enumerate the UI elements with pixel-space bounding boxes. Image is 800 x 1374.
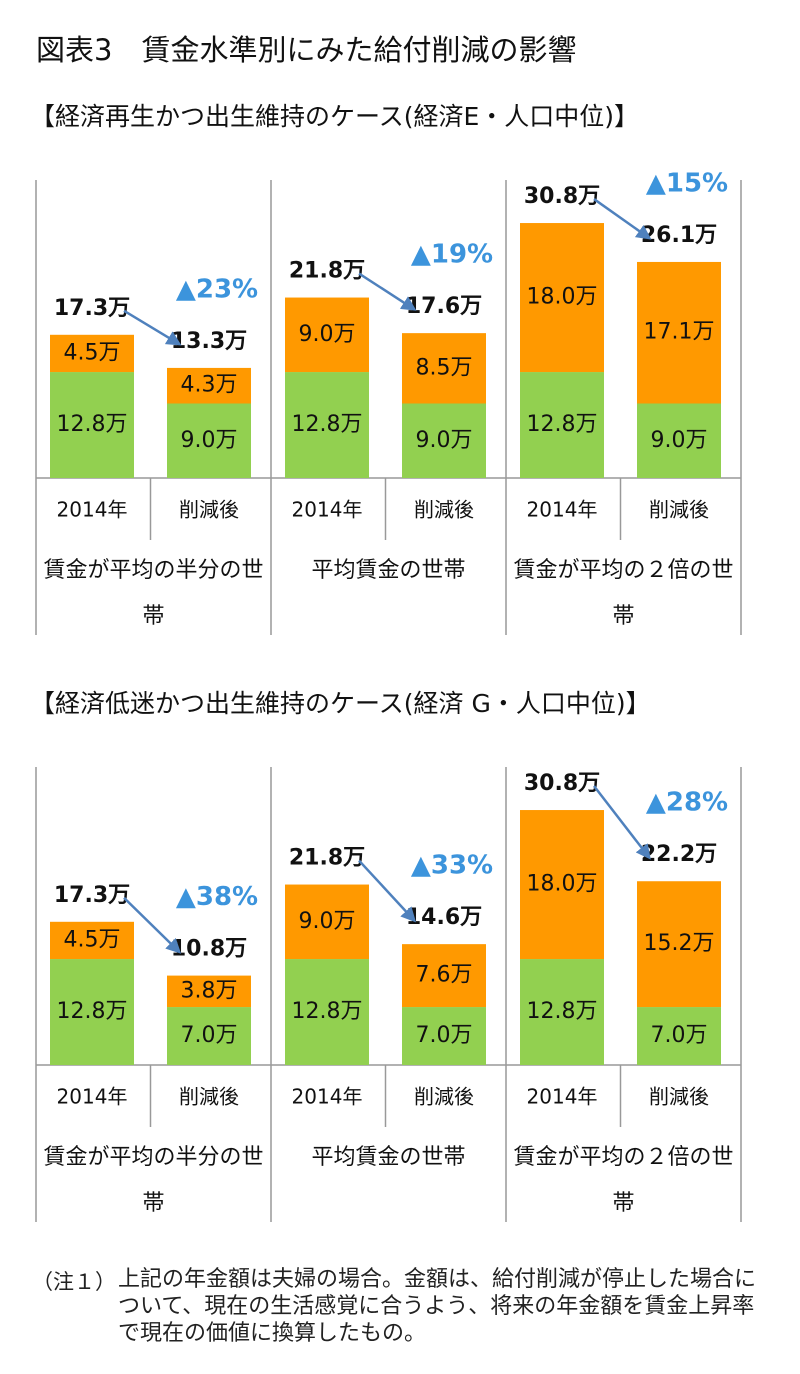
bar-segment <box>637 403 721 478</box>
note: 上記の年金額は夫婦の場合。金額は、給付削減が停止した場合について、現在の生活感覚… <box>118 1267 757 1346</box>
x-tick-label: 2014年 <box>527 1085 598 1109</box>
bar-segment <box>637 881 721 1008</box>
x-tick-label: 削減後 <box>179 1085 239 1109</box>
value-label: 12.8万 <box>527 412 598 437</box>
total-label: 30.8万 <box>524 184 600 209</box>
value-label: 9.0万 <box>416 428 473 453</box>
x-tick-label: 2014年 <box>57 1085 128 1109</box>
total-label: 17.3万 <box>54 883 130 908</box>
chart-subtitle: 【経済低迷かつ出生維持のケース(経済 G・人口中位)】 <box>30 689 651 718</box>
value-label: 12.8万 <box>57 412 128 437</box>
total-label: 10.8万 <box>171 937 247 962</box>
x-tick-label: 削減後 <box>649 498 709 522</box>
bar-segment <box>50 372 134 478</box>
arrow <box>593 198 652 240</box>
group-label: 賃金が平均の２倍の世帯 <box>513 1145 734 1216</box>
bar-segment <box>520 372 604 478</box>
bar-segment <box>520 959 604 1065</box>
value-label: 18.0万 <box>527 285 598 310</box>
bar-segment <box>285 297 369 373</box>
bar-segment <box>50 921 134 960</box>
bar-segment <box>285 959 369 1065</box>
bar-segment <box>402 1007 486 1065</box>
arrow <box>123 896 182 954</box>
bar-segment <box>402 944 486 1008</box>
total-label: 13.3万 <box>171 329 247 354</box>
x-tick-label: 2014年 <box>527 498 598 522</box>
group-label: 平均賃金の世帯 <box>311 1145 466 1170</box>
value-label: 4.3万 <box>181 373 238 398</box>
x-tick-label: 2014年 <box>57 498 128 522</box>
change-label: ▲23% <box>176 274 258 304</box>
total-label: 30.8万 <box>524 771 600 796</box>
arrow <box>358 859 417 923</box>
total-label: 21.8万 <box>289 846 365 871</box>
group-label: 賃金が平均の半分の世帯 <box>43 558 264 629</box>
total-label: 14.6万 <box>406 905 482 930</box>
total-label: 26.1万 <box>641 223 717 248</box>
note-label: （注１） <box>32 1270 116 1294</box>
value-label: 12.8万 <box>527 999 598 1024</box>
bar-segment <box>285 372 369 478</box>
value-label: 3.8万 <box>181 978 238 1003</box>
value-label: 7.0万 <box>651 1023 708 1048</box>
bar-segment <box>520 223 604 373</box>
value-label: 9.0万 <box>299 322 356 347</box>
value-label: 4.5万 <box>64 340 121 365</box>
bar-segment <box>637 261 721 404</box>
value-label: 9.0万 <box>299 909 356 934</box>
x-tick-label: 2014年 <box>292 498 363 522</box>
total-label: 17.6万 <box>406 294 482 319</box>
bar-segment <box>50 334 134 373</box>
change-label: ▲38% <box>176 882 258 912</box>
value-label: 7.0万 <box>181 1023 238 1048</box>
total-label: 22.2万 <box>641 842 717 867</box>
total-label: 17.3万 <box>54 296 130 321</box>
bar-segment <box>167 975 251 1008</box>
bar-segment <box>402 333 486 404</box>
chart-subtitle: 【経済再生かつ出生維持のケース(経済E・人口中位)】 <box>30 102 639 131</box>
bar-segment <box>167 403 251 478</box>
value-label: 4.5万 <box>64 927 121 952</box>
bar-segment <box>285 884 369 960</box>
value-label: 12.8万 <box>57 999 128 1024</box>
total-label: 21.8万 <box>289 259 365 284</box>
arrow <box>358 272 417 311</box>
change-label: ▲33% <box>411 851 493 881</box>
x-tick-label: 2014年 <box>292 1085 363 1109</box>
group-label: 賃金が平均の２倍の世帯 <box>513 558 734 629</box>
value-label: 12.8万 <box>292 999 363 1024</box>
bar-segment <box>520 810 604 960</box>
bar-segment <box>167 1007 251 1065</box>
bar-segment <box>50 959 134 1065</box>
change-label: ▲19% <box>411 240 493 270</box>
x-tick-label: 削減後 <box>649 1085 709 1109</box>
value-label: 17.1万 <box>644 320 715 345</box>
group-label: 平均賃金の世帯 <box>311 558 466 583</box>
bar-segment <box>637 1007 721 1065</box>
value-label: 18.0万 <box>527 872 598 897</box>
group-label: 賃金が平均の半分の世帯 <box>43 1145 264 1216</box>
value-label: 15.2万 <box>644 931 715 956</box>
value-label: 7.0万 <box>416 1023 473 1048</box>
change-label: ▲15% <box>646 168 728 198</box>
arrow <box>123 309 182 346</box>
value-label: 8.5万 <box>416 355 473 380</box>
value-label: 9.0万 <box>651 428 708 453</box>
bar-segment <box>167 367 251 404</box>
x-tick-label: 削減後 <box>179 498 239 522</box>
value-label: 12.8万 <box>292 412 363 437</box>
value-label: 9.0万 <box>181 428 238 453</box>
value-label: 7.6万 <box>416 963 473 988</box>
bar-segment <box>402 403 486 478</box>
change-label: ▲28% <box>646 788 728 818</box>
arrow <box>593 785 651 860</box>
x-tick-label: 削減後 <box>414 498 474 522</box>
x-tick-label: 削減後 <box>414 1085 474 1109</box>
page-title: 図表3 賃金水準別にみた給付削減の影響 <box>36 33 576 67</box>
